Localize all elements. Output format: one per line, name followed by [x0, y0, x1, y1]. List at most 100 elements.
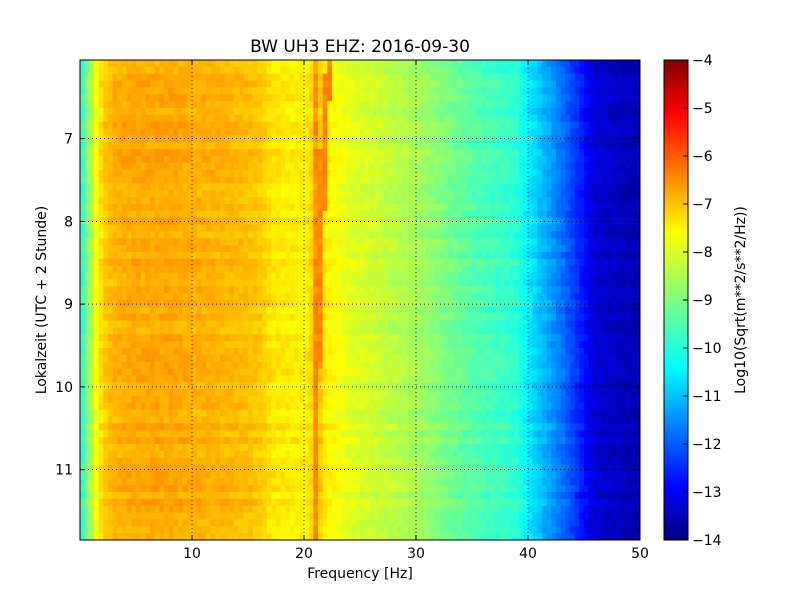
heatmap-cell — [168, 238, 174, 246]
heatmap-cell — [271, 66, 277, 75]
heatmap-cell — [290, 224, 296, 233]
heatmap-cell — [276, 190, 282, 198]
heatmap-cell — [542, 149, 548, 157]
heatmap-cell — [187, 306, 193, 315]
heatmap-cell — [112, 341, 118, 349]
heatmap-cell — [150, 169, 156, 178]
heatmap-cell — [532, 121, 538, 130]
heatmap-cell — [546, 327, 552, 335]
heatmap-cell — [364, 121, 370, 130]
heatmap-cell — [514, 121, 520, 130]
heatmap-cell — [626, 320, 632, 329]
heatmap-cell — [588, 204, 594, 212]
heatmap-cell — [220, 224, 226, 233]
heatmap-cell — [565, 197, 571, 205]
heatmap-cell — [248, 286, 254, 294]
heatmap-cell — [94, 128, 100, 137]
heatmap-cell — [612, 162, 618, 171]
heatmap-cell — [94, 238, 100, 246]
heatmap-cell — [196, 279, 202, 287]
heatmap-cell — [542, 73, 548, 82]
heatmap-cell — [472, 334, 478, 342]
heatmap-cell — [551, 300, 557, 308]
heatmap-cell — [168, 272, 174, 281]
heatmap-cell — [369, 114, 375, 123]
heatmap-cell — [350, 252, 356, 260]
heatmap-cell — [234, 204, 240, 212]
heatmap-cell — [621, 313, 627, 322]
heatmap-cell — [276, 183, 282, 191]
heatmap-cell — [509, 108, 515, 116]
heatmap-cell — [80, 231, 86, 239]
heatmap-cell — [150, 231, 156, 239]
heatmap-cell — [612, 108, 618, 116]
heatmap-cell — [383, 210, 389, 219]
heatmap-cell — [425, 142, 431, 150]
heatmap-cell — [336, 238, 342, 246]
heatmap-cell — [570, 238, 576, 246]
heatmap-cell — [392, 238, 398, 246]
heatmap-cell — [220, 293, 226, 301]
heatmap-cell — [612, 293, 618, 301]
heatmap-cell — [229, 327, 235, 335]
heatmap-cell — [476, 135, 482, 143]
heatmap-cell — [584, 210, 590, 219]
heatmap-cell — [108, 114, 114, 123]
heatmap-cell — [579, 204, 585, 212]
heatmap-cell — [266, 114, 272, 123]
heatmap-cell — [154, 162, 160, 171]
heatmap-cell — [574, 183, 580, 191]
heatmap-cell — [350, 183, 356, 191]
heatmap-cell — [84, 313, 90, 322]
heatmap-cell — [280, 341, 286, 349]
heatmap-cell — [495, 142, 501, 150]
heatmap-cell — [117, 128, 123, 137]
heatmap-cell — [504, 320, 510, 329]
heatmap-cell — [308, 80, 314, 89]
heatmap-cell — [103, 197, 109, 205]
heatmap-cell — [448, 272, 454, 281]
heatmap-cell — [467, 300, 473, 308]
heatmap-cell — [411, 306, 417, 315]
heatmap-cell — [420, 108, 426, 116]
heatmap-cell — [145, 121, 151, 130]
heatmap-cell — [411, 252, 417, 260]
heatmap-cell — [355, 94, 361, 102]
heatmap-cell — [196, 73, 202, 82]
heatmap-cell — [481, 272, 487, 281]
heatmap-cell — [98, 108, 104, 116]
heatmap-cell — [570, 169, 576, 178]
heatmap-cell — [570, 114, 576, 123]
heatmap-cell — [304, 210, 310, 219]
heatmap-cell — [612, 183, 618, 191]
heatmap-cell — [406, 94, 412, 102]
heatmap-cell — [598, 300, 604, 308]
heatmap-cell — [420, 293, 426, 301]
heatmap-cell — [616, 101, 622, 109]
heatmap-cell — [602, 66, 608, 75]
heatmap-cell — [560, 300, 566, 308]
heatmap-cell — [313, 231, 319, 239]
heatmap-cell — [168, 60, 174, 68]
heatmap-cell — [378, 210, 384, 219]
heatmap-cell — [514, 306, 520, 315]
heatmap-cell — [234, 190, 240, 198]
heatmap-cell — [514, 149, 520, 157]
heatmap-cell — [206, 313, 212, 322]
heatmap-cell — [252, 128, 258, 137]
heatmap-cell — [602, 197, 608, 205]
heatmap-cell — [467, 73, 473, 82]
heatmap-cell — [378, 238, 384, 246]
heatmap-cell — [187, 341, 193, 349]
heatmap-cell — [187, 60, 193, 68]
heatmap-cell — [89, 156, 95, 164]
heatmap-cell — [388, 156, 394, 164]
heatmap-cell — [131, 231, 137, 239]
heatmap-cell — [388, 258, 394, 267]
heatmap-cell — [182, 87, 188, 95]
heatmap-cell — [532, 265, 538, 274]
heatmap-cell — [612, 210, 618, 219]
heatmap-cell — [201, 169, 207, 178]
heatmap-cell — [304, 320, 310, 329]
heatmap-cell — [546, 238, 552, 246]
